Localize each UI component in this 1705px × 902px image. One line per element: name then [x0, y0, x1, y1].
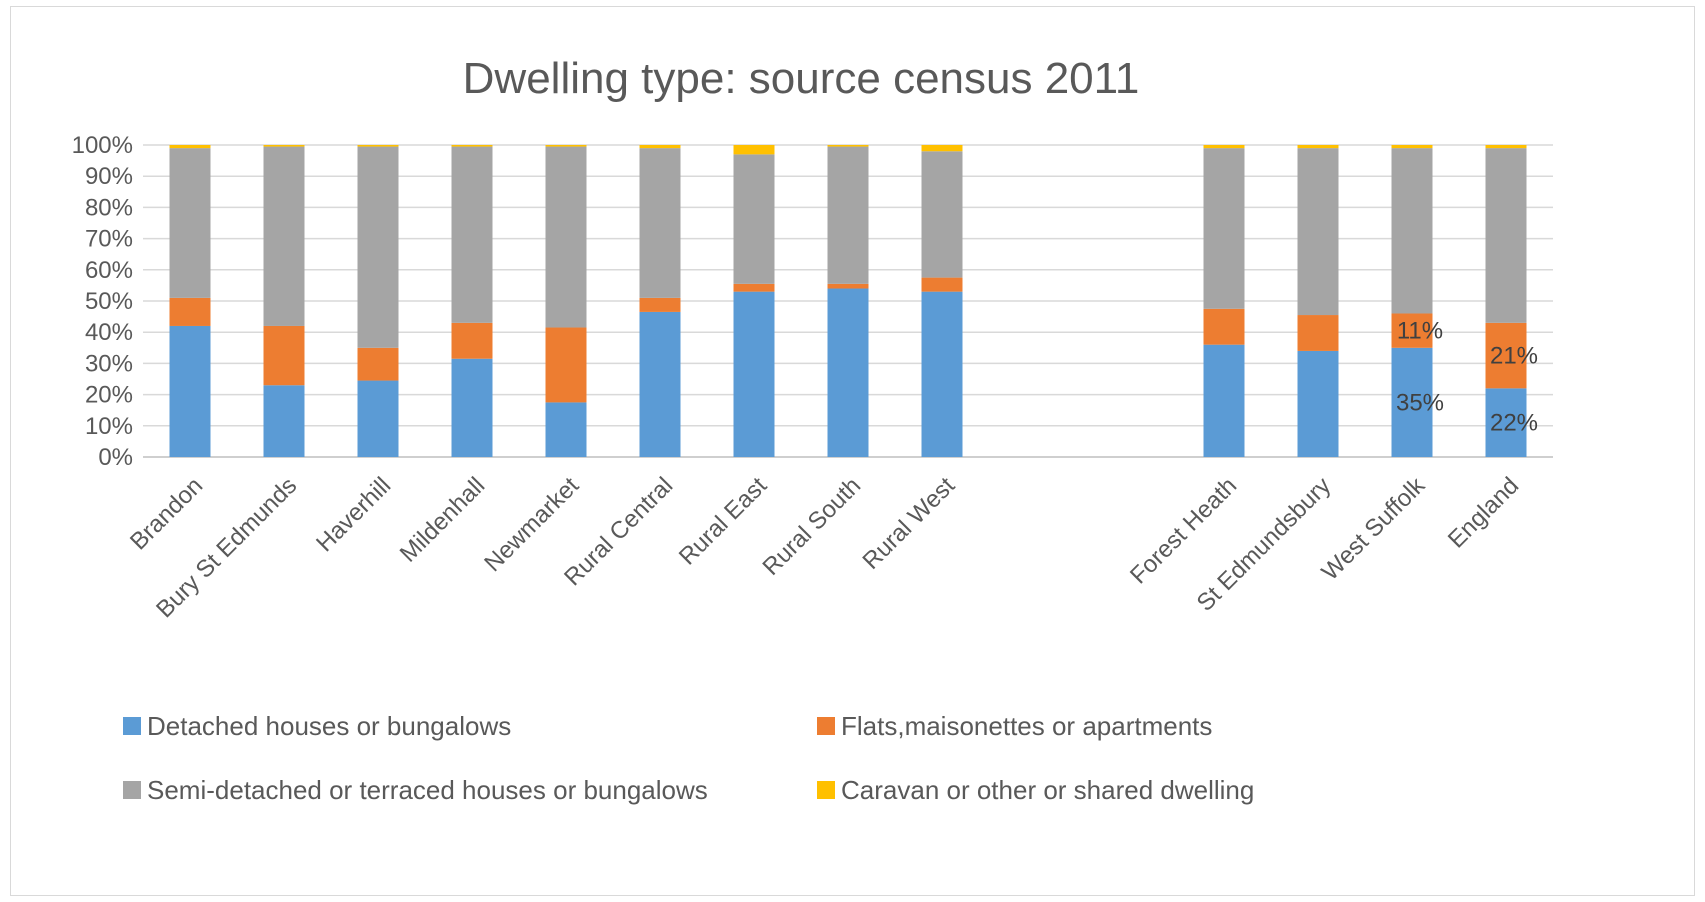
data-labels: 35% 11% 22% 21% [1396, 318, 1538, 437]
legend-entry: Detached houses or bungalows [147, 711, 511, 741]
y-tick-label: 60% [85, 257, 133, 284]
legend-swatch [123, 717, 141, 735]
bar-segment [1485, 145, 1527, 149]
legend-swatch [123, 781, 141, 799]
bar-segment [1391, 148, 1433, 314]
bar-segment [921, 291, 963, 457]
bar-segment [733, 145, 775, 155]
bar-segment [263, 145, 305, 147]
bar-segment [545, 146, 587, 328]
bar-segment [827, 283, 869, 289]
bar-segment [827, 145, 869, 147]
bar-segment [1391, 347, 1433, 457]
bar-segment [357, 146, 399, 348]
y-axis-tick-labels: 0% 10% 20% 30% 40% 50% 60% 70% 80% 90% 100% [72, 132, 133, 471]
data-label: 35% [1396, 389, 1444, 416]
y-tick-label: 50% [85, 288, 133, 315]
bar-segment [1203, 145, 1245, 149]
bar-segment [357, 347, 399, 381]
y-tick-label: 100% [72, 132, 133, 159]
x-category-label: Haverhill [311, 472, 396, 557]
x-category-label: Rural South [758, 472, 867, 581]
bar-segment [921, 145, 963, 152]
bar-segment [169, 145, 211, 149]
y-tick-label: 0% [98, 444, 133, 471]
y-tick-label: 20% [85, 382, 133, 409]
bar-segment [545, 402, 587, 457]
y-tick-label: 30% [85, 350, 133, 377]
bar-stacks [169, 145, 1527, 457]
bar-segment [1485, 322, 1527, 389]
bar-segment [1297, 315, 1339, 351]
bar-segment [169, 148, 211, 298]
bar-segment [545, 327, 587, 403]
bar-segment [827, 146, 869, 284]
bar-segment [169, 297, 211, 326]
chart-frame: Dwelling type: source census 2011 0% 10% 2… [10, 6, 1695, 896]
y-tick-label: 40% [85, 319, 133, 346]
data-label: 21% [1490, 343, 1538, 370]
bar-segment [639, 297, 681, 312]
bar-segment [733, 291, 775, 457]
x-category-label: Rural West [858, 472, 961, 575]
legend-entry: Semi-detached or terraced houses or bung… [147, 775, 708, 805]
legend-swatch [817, 717, 835, 735]
bar-segment [827, 288, 869, 457]
bar-segment [1391, 313, 1433, 348]
bar-segment [451, 358, 493, 457]
bar-segment [545, 145, 587, 147]
legend-swatch [817, 781, 835, 799]
data-label: 22% [1490, 410, 1538, 437]
bar-segment [263, 146, 305, 326]
x-category-label: Mildenhall [395, 472, 491, 568]
bar-segment [639, 311, 681, 457]
x-category-label: England [1443, 472, 1524, 553]
bar-segment [1297, 148, 1339, 316]
bar-segment [921, 277, 963, 292]
bar-segment [169, 325, 211, 457]
bar-segment [921, 151, 963, 278]
bar-segment [639, 148, 681, 298]
bar-segment [263, 325, 305, 386]
bar-segment [1485, 148, 1527, 323]
bar-segment [451, 146, 493, 323]
bar-segment [1203, 308, 1245, 345]
bar-segment [263, 385, 305, 457]
x-category-label: Rural East [674, 472, 773, 571]
legend-entry: Flats,maisonettes or apartments [841, 711, 1212, 741]
x-category-label: West Suffolk [1317, 471, 1431, 585]
y-tick-label: 70% [85, 226, 133, 253]
chart-title: Dwelling type: source census 2011 [463, 54, 1140, 103]
bar-segment [451, 322, 493, 359]
bar-segment [451, 145, 493, 147]
bar-segment [639, 145, 681, 149]
bar-segment [733, 283, 775, 292]
data-label: 11% [1397, 318, 1443, 345]
y-tick-label: 10% [85, 413, 133, 440]
y-tick-label: 80% [85, 194, 133, 221]
bar-segment [1297, 145, 1339, 149]
x-category-label: Brandon [125, 472, 208, 555]
bar-segment [1297, 350, 1339, 457]
legend: Detached houses or bungalows Flats,maison… [123, 711, 1254, 805]
bar-segment [1203, 344, 1245, 457]
bar-segment [357, 145, 399, 147]
bar-segment [733, 154, 775, 284]
bar-segment [357, 380, 399, 457]
stacked-bar-chart: Dwelling type: source census 2011 0% 10% 2… [72, 54, 1553, 805]
bar-segment [1203, 148, 1245, 309]
legend-entry: Caravan or other or shared dwelling [841, 775, 1254, 805]
bar-segment [1485, 388, 1527, 457]
bar-segment [1391, 145, 1433, 149]
y-tick-label: 90% [85, 163, 133, 190]
